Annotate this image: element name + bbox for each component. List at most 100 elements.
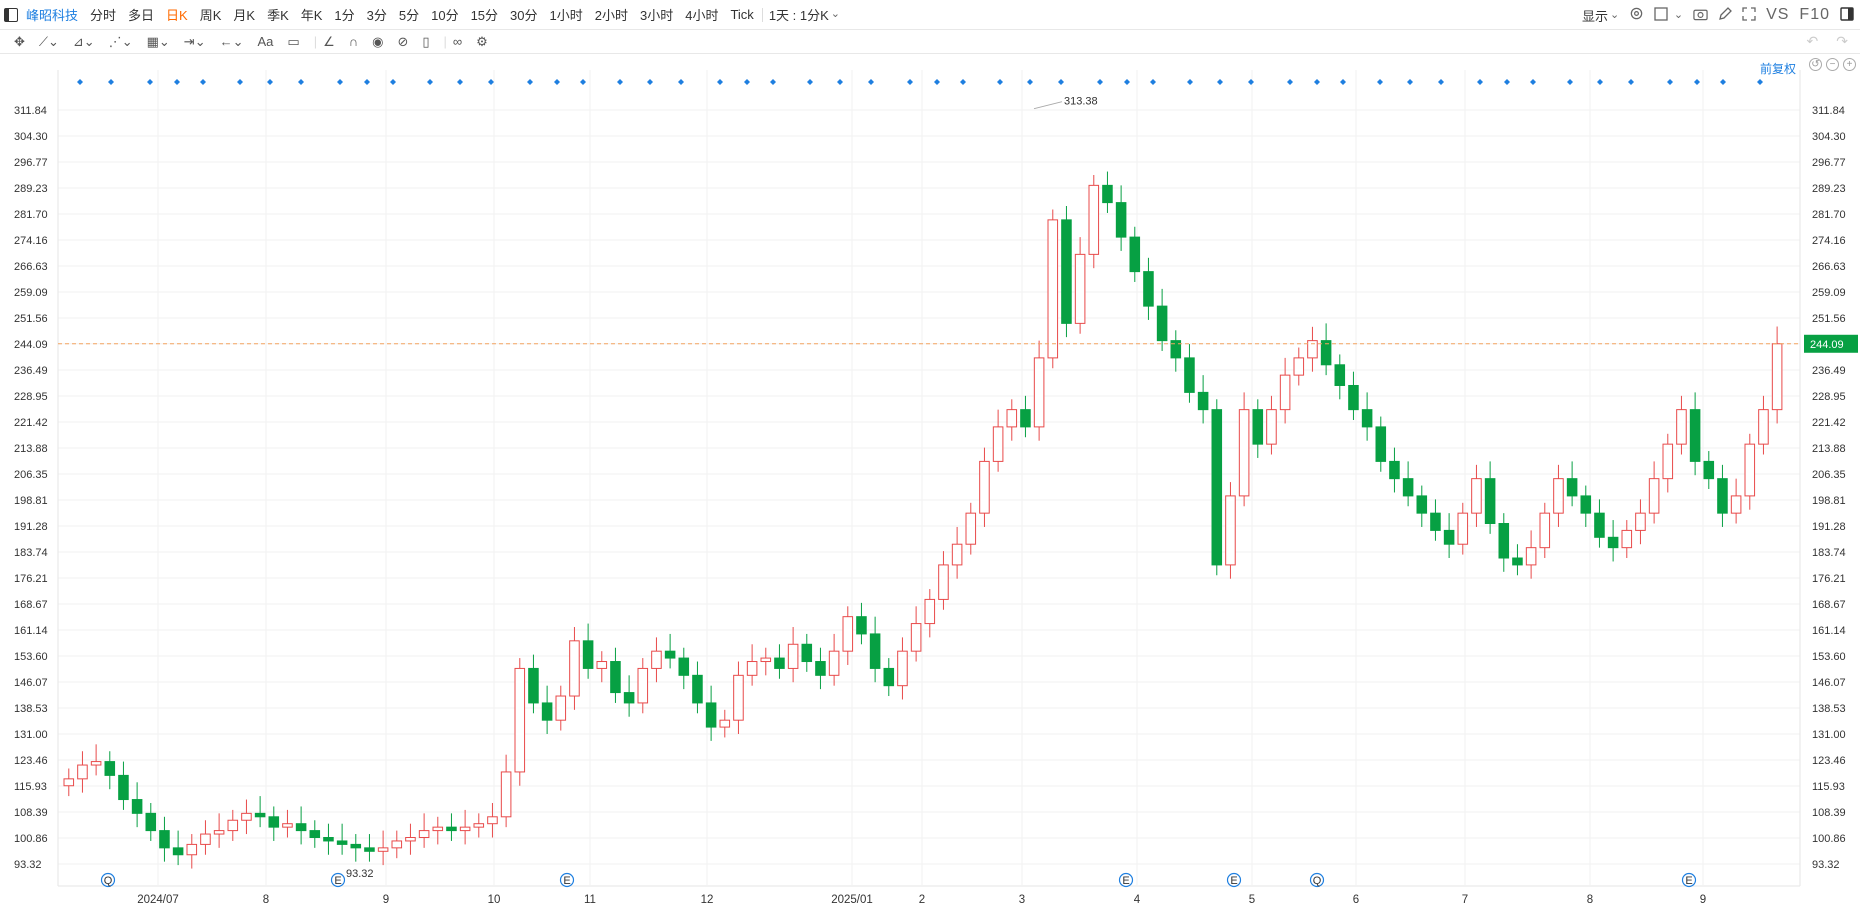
candle-down [1416,495,1428,514]
line-icon[interactable]: ⟋⌄ [38,33,59,49]
divider: | [313,34,318,49]
period-tab[interactable]: 3小时 [639,8,674,23]
interval-select[interactable]: 1天 : 1分K [769,5,840,24]
period-tab[interactable]: 10分 [431,8,459,23]
magnet-icon[interactable]: ∩ [348,34,359,49]
signal-dot [1757,79,1763,85]
signal-dot [1694,79,1700,85]
signal-dot [200,79,206,85]
candle-up [842,616,854,652]
candle-down [364,847,375,852]
range-icon[interactable]: ⇥⌄ [183,33,206,49]
period-tab[interactable]: 3分 [366,8,387,23]
f10-button[interactable]: F10 [1799,6,1830,23]
angle-icon[interactable]: ∠ [323,33,335,49]
window-layout-icon[interactable] [1654,6,1683,24]
sidebar-toggle-icon[interactable] [1840,6,1854,24]
undo-icon[interactable]: ↶ [1806,33,1819,49]
period-tab[interactable]: 4小时 [685,8,719,23]
pencil-icon[interactable] [1718,6,1732,24]
candle-down [1115,202,1127,238]
candle-up [1293,357,1305,376]
settings-icon[interactable]: ⚙ [476,33,488,49]
eye-icon[interactable]: ◉ [372,33,384,49]
period-tab[interactable]: 月K [233,8,256,23]
candle-down [118,774,129,801]
y-tick-right: 266.63 [1812,261,1846,273]
period-tab[interactable]: 30分 [510,8,538,23]
stock-name[interactable]: 峰昭科技 [26,8,79,23]
display-menu-button[interactable]: 显示 [1582,6,1619,25]
candle-down [1348,384,1359,411]
candle-up [200,833,211,845]
x-tick-label: 2024/07 [137,894,179,906]
period-tab[interactable]: 5分 [398,8,420,23]
period-tab[interactable]: 多日 [128,8,155,23]
signal-dot [678,79,684,85]
signal-dot [1407,79,1413,85]
candle-down [1689,409,1701,462]
text-icon[interactable]: Aa [257,34,274,49]
signal-dot [647,79,653,85]
hide-icon[interactable]: ⊘ [397,33,409,49]
y-tick-right: 138.53 [1812,703,1846,715]
candle-up [1553,478,1564,514]
y-tick-right: 153.60 [1812,651,1846,663]
candle-down [1156,305,1168,342]
candle-down [336,840,348,845]
trash-icon[interactable]: ▯ [422,33,430,49]
period-tab[interactable]: Tick [730,7,754,22]
period-tab[interactable]: 2小时 [594,8,628,23]
candle-down [692,674,703,704]
redo-icon[interactable]: ↷ [1836,33,1848,49]
candle-up [473,823,485,828]
candle-down [678,657,690,676]
period-tab[interactable]: 周K [199,8,222,23]
candle-down [705,702,717,728]
signal-dot [488,79,494,85]
signal-dot [267,79,273,85]
period-tab[interactable]: 分时 [90,8,117,23]
period-tab[interactable]: 季K [267,8,289,23]
candle-up [487,816,498,825]
signal-dot [1097,79,1103,85]
y-tick-left: 161.14 [14,625,48,637]
period-tab[interactable]: 1小时 [549,8,583,23]
period-list: 分时 多日 日K 周K 月K 季K 年K 1分 3分 5分 10分 15分 30分 1小时 2小时 3小时 4小… [90,5,766,24]
period-tab[interactable]: 日K [166,8,188,23]
y-tick-left: 259.09 [14,287,48,299]
fullscreen-icon[interactable] [1742,6,1756,24]
vs-button[interactable]: VS [1766,6,1790,23]
price-adjust-toggle[interactable]: 前复权 [1759,62,1796,76]
candle-down [856,616,867,635]
move-icon[interactable]: ✥ [14,33,25,49]
candle-up [938,564,949,600]
reset-icon[interactable]: ↺ [1809,58,1822,71]
measure-icon[interactable]: ▦⌄ [146,33,170,49]
candle-up [1676,409,1687,445]
y-tick-right: 259.09 [1812,287,1846,299]
link-icon[interactable]: ∞ [452,34,463,49]
candle-up [418,830,430,839]
x-tick-label: 6 [1353,894,1359,906]
zoom-out-icon[interactable]: − [1826,58,1839,71]
period-tab[interactable]: 1分 [334,8,355,23]
channel-icon[interactable]: ⊿⌄ [72,33,95,49]
candle-down [1184,357,1195,393]
candle-down [350,843,362,849]
zoom-in-icon[interactable]: + [1843,58,1856,71]
comment-icon[interactable]: ▭ [287,33,300,49]
candle-down [1020,409,1031,428]
divider [761,7,763,22]
camera-icon[interactable] [1693,7,1708,24]
period-tab[interactable]: 年K [300,8,323,23]
signal-dot [997,79,1003,85]
candlestick-chart[interactable]: 311.84 311.84 304.30 304.30 296.77 296.77 289.… [0,54,1860,921]
layout-toggle-icon[interactable] [4,7,18,22]
wave-icon[interactable]: ⋰⌄ [108,33,133,49]
y-tick-left: 311.84 [14,105,47,117]
arrow-icon[interactable]: ←⌄ [219,33,244,49]
period-tab[interactable]: 15分 [470,8,499,23]
settings-icon[interactable] [1629,6,1644,24]
candle-up [555,695,567,721]
